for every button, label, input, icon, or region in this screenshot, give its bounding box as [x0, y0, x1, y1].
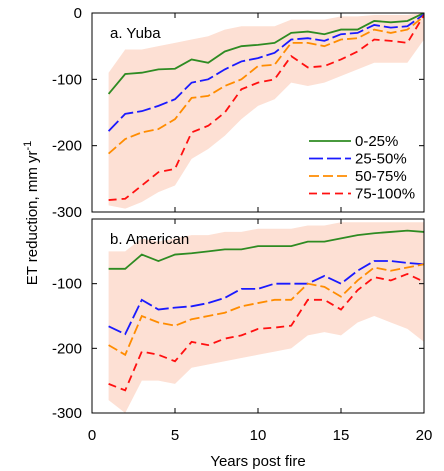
legend-label: 50-75% [355, 168, 407, 185]
series-line [107, 13, 424, 132]
x-tick-label: 15 [333, 427, 350, 444]
series-line [108, 272, 424, 392]
legend-label: 0-25% [355, 133, 398, 150]
y-tick-label: 0 [74, 5, 82, 22]
legend-label: 25-50% [355, 151, 407, 168]
plot-area [107, 13, 424, 209]
x-tick-label: 20 [416, 427, 433, 444]
x-tick-label: 5 [171, 427, 179, 444]
series-line [108, 15, 424, 155]
y-tick-label: -100 [52, 71, 82, 88]
panel-title: a. Yuba [110, 25, 161, 42]
x-tick-label: 10 [250, 427, 267, 444]
panel-title: b. American [110, 231, 189, 248]
legend-label: 75-100% [355, 186, 415, 203]
uncertainty-band [108, 222, 424, 413]
x-tick-label: 0 [88, 427, 96, 444]
series-line [107, 13, 424, 95]
x-axis-label: Years post fire [210, 453, 305, 470]
y-tick-label: -300 [52, 405, 82, 422]
y-axis-label-text: ET reduction, mm yr [24, 151, 41, 286]
y-tick-label: -200 [52, 138, 82, 155]
plot-area [108, 222, 424, 413]
series-line [108, 260, 424, 336]
series-line [108, 229, 424, 270]
y-tick-label: -100 [52, 276, 82, 293]
series-line [108, 263, 424, 357]
y-axis-label: ET reduction, mm yr-1 [22, 141, 41, 286]
y-tick-label: -200 [52, 340, 82, 357]
series-line [108, 14, 424, 201]
y-axis-label-exponent: -1 [22, 141, 34, 151]
y-tick-label: -300 [52, 204, 82, 221]
